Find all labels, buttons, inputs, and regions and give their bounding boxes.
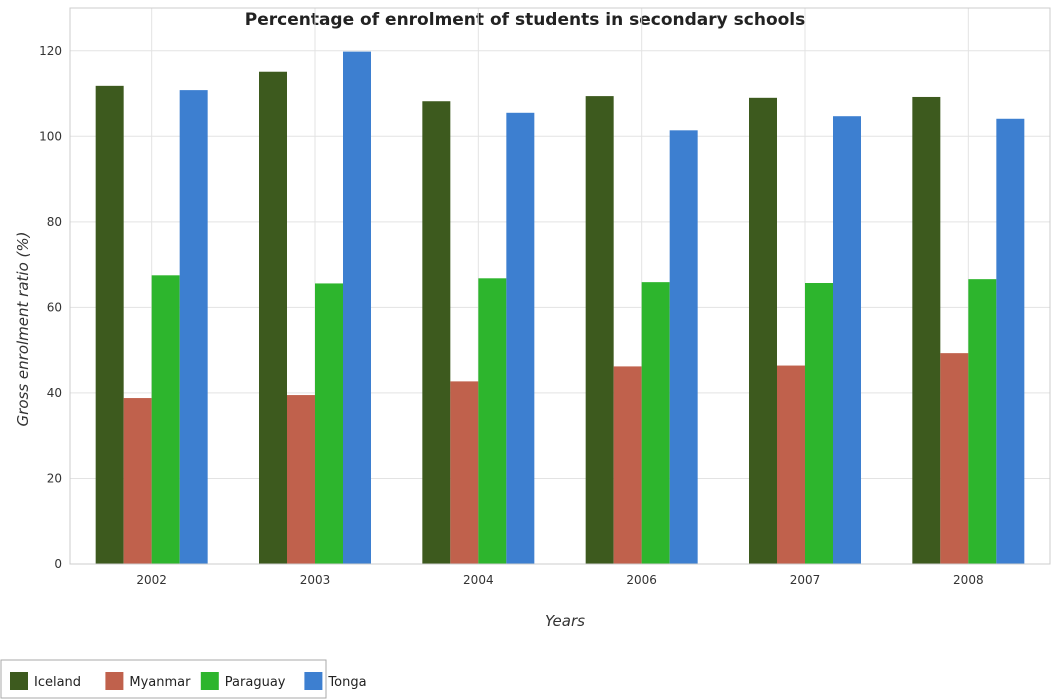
- x-tick-label: 2003: [300, 573, 331, 587]
- bar-myanmar-2006: [613, 366, 642, 564]
- legend-swatch-myanmar: [105, 672, 124, 690]
- bar-iceland-2006: [585, 96, 614, 564]
- bar-tonga-2002: [179, 90, 208, 565]
- bar-iceland-2002: [95, 85, 124, 564]
- y-tick-label: 40: [47, 386, 62, 400]
- bar-iceland-2004: [422, 101, 451, 564]
- bar-myanmar-2003: [287, 395, 315, 564]
- bar-paraguay-2006: [641, 282, 670, 564]
- y-tick-label: 120: [39, 44, 62, 58]
- bar-tonga-2008: [996, 118, 1025, 564]
- y-axis-label: Gross enrolment ratio (%): [14, 232, 32, 427]
- bar-paraguay-2007: [805, 283, 833, 564]
- legend: Iceland Myanmar Paraguay Tonga: [0, 659, 367, 699]
- y-tick-label: 100: [39, 129, 62, 143]
- legend-swatch-iceland: [10, 672, 28, 690]
- grid-lines: [70, 8, 1050, 565]
- legend-label-myanmar: Myanmar: [129, 675, 191, 690]
- plot-frame: [69, 7, 1051, 565]
- y-tick-label: 0: [54, 557, 62, 571]
- chart-title: Percentage of enrolment of students in s…: [245, 10, 806, 30]
- legend-box: [0, 659, 327, 699]
- legend-swatch-tonga: [304, 672, 323, 690]
- bar-iceland-2007: [749, 97, 777, 565]
- bar-tonga-2007: [833, 116, 861, 565]
- bar-iceland-2003: [259, 71, 287, 565]
- bar-iceland-2008: [912, 96, 941, 565]
- x-tick-label: 2006: [626, 573, 657, 587]
- x-tick-label: 2007: [790, 573, 821, 587]
- y-tick-label: 20: [47, 471, 62, 485]
- x-axis-label: Years: [545, 612, 585, 630]
- bar-myanmar-2007: [777, 365, 805, 564]
- bar-paraguay-2008: [968, 279, 997, 564]
- bar-paraguay-2003: [315, 283, 343, 564]
- y-tick-label: 80: [47, 215, 62, 229]
- bar-myanmar-2002: [123, 398, 152, 564]
- legend-label-paraguay: Paraguay: [225, 675, 286, 690]
- bar-tonga-2003: [343, 51, 371, 564]
- legend-swatch-paraguay: [200, 672, 219, 690]
- y-axis-ticks: 0 20 40 60 80 100 120: [39, 44, 62, 571]
- x-tick-label: 2004: [463, 573, 494, 587]
- y-tick-label: 60: [47, 300, 62, 314]
- bar-paraguay-2002: [151, 275, 180, 564]
- bars: [95, 51, 1025, 565]
- bar-tonga-2004: [506, 112, 535, 565]
- bar-paraguay-2004: [478, 278, 507, 564]
- bar-tonga-2006: [669, 130, 698, 564]
- x-axis-ticks: 2002 2003 2004 2006 2007 2008: [136, 573, 983, 587]
- bar-myanmar-2004: [450, 381, 479, 564]
- legend-label-tonga: Tonga: [327, 675, 366, 690]
- legend-label-iceland: Iceland: [34, 675, 81, 690]
- x-tick-label: 2002: [136, 573, 167, 587]
- x-tick-label: 2008: [953, 573, 984, 587]
- bar-myanmar-2008: [940, 353, 969, 564]
